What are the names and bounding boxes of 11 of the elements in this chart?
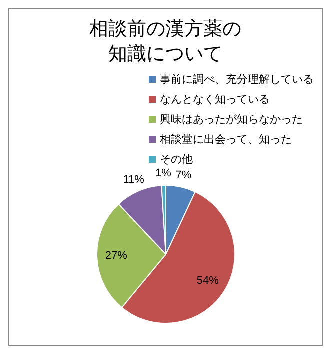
legend-label: なんとなく知っている xyxy=(160,92,270,108)
data-label: 1% xyxy=(155,168,172,180)
chart-title: 相談前の漢方薬の知識について xyxy=(88,17,242,66)
legend-label: 事前に調べ、充分理解している xyxy=(160,72,314,88)
legend-label: 相談堂に出会って、知った xyxy=(160,132,292,148)
data-label: 54% xyxy=(196,276,219,288)
legend-label: 興味はあったが知らなかった xyxy=(160,112,303,128)
data-label: 11% xyxy=(122,174,144,187)
data-label: 27% xyxy=(104,250,128,262)
data-label: 7% xyxy=(175,170,192,182)
legend-label: その他 xyxy=(160,152,193,168)
